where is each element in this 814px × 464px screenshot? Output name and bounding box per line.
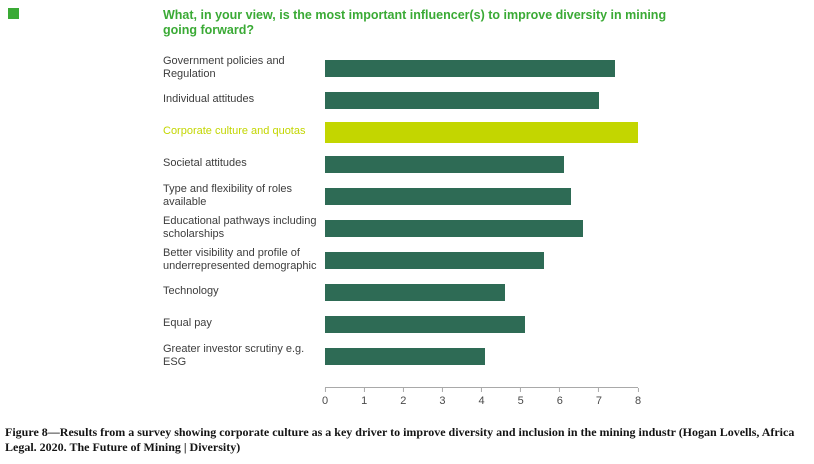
- bar-track: [325, 52, 638, 84]
- chart-row: Better visibility and profile of underre…: [163, 244, 641, 276]
- chart-row: Educational pathways including scholarsh…: [163, 212, 641, 244]
- bar: [325, 155, 564, 173]
- bar-label: Greater investor scrutiny e.g. ESG: [163, 342, 305, 368]
- tick-label: 3: [439, 395, 446, 407]
- tick-label: 4: [478, 395, 485, 407]
- x-axis-tick: 4: [478, 388, 485, 407]
- bar: [325, 187, 572, 205]
- x-axis-tick: 3: [439, 388, 445, 407]
- bar-track: [325, 116, 638, 148]
- tick-mark: [598, 388, 600, 392]
- tick-label: 6: [556, 395, 563, 407]
- bar: [325, 59, 615, 77]
- bar-track: [325, 84, 638, 116]
- x-axis-tick: 1: [361, 388, 367, 407]
- tick-mark: [637, 388, 639, 392]
- tick-label: 1: [361, 395, 368, 407]
- bar-chart: Government policies and Regulation Indivi…: [163, 52, 641, 415]
- bar-label: Corporate culture and quotas: [163, 125, 306, 138]
- chart-row: Equal pay: [163, 308, 641, 340]
- bar-label: Societal attitudes: [163, 157, 247, 170]
- tick-mark: [559, 388, 561, 392]
- figure-caption: Figure 8—Results from a survey showing c…: [5, 425, 795, 454]
- bar-label: Government policies and Regulation: [163, 54, 285, 80]
- chart-row: Individual attitudes: [163, 84, 641, 116]
- corner-square-decoration: [8, 8, 19, 19]
- chart-row: Corporate culture and quotas: [163, 116, 641, 148]
- bar: [325, 219, 584, 237]
- tick-mark: [363, 388, 365, 392]
- tick-label: 8: [634, 395, 642, 407]
- bar-label: Technology: [163, 285, 219, 298]
- tick-mark: [520, 388, 522, 392]
- bar-label: Type and flexibility of roles available: [163, 182, 293, 208]
- tick-mark: [481, 388, 482, 392]
- x-axis: 0 1 2 3 4 5 6 7 8: [322, 387, 641, 415]
- tick-mark: [324, 388, 326, 392]
- bar-label: Equal pay: [163, 317, 212, 330]
- chart-row: Government policies and Regulation: [163, 52, 641, 84]
- tick-mark: [402, 388, 404, 392]
- tick-label: 7: [595, 395, 602, 407]
- bar: [325, 91, 599, 109]
- tick-label: 0: [321, 395, 329, 407]
- x-axis-tick: 5: [518, 388, 524, 407]
- bar-track: [325, 180, 638, 212]
- x-axis-tick: 0: [322, 388, 328, 407]
- bar-label: Individual attitudes: [163, 93, 255, 106]
- bar: [325, 283, 505, 301]
- bar-track: [325, 340, 638, 372]
- x-axis-tick: 8: [635, 388, 641, 407]
- chart-title: What, in your view, is the most importan…: [163, 8, 667, 37]
- x-axis-tick: 2: [400, 388, 406, 407]
- bar: [325, 251, 545, 269]
- tick-label: 2: [400, 395, 407, 407]
- chart-row: Greater investor scrutiny e.g. ESG: [163, 340, 641, 372]
- chart-rows: Government policies and Regulation Indivi…: [163, 52, 641, 372]
- chart-row: Technology: [163, 276, 641, 308]
- chart-row: Type and flexibility of roles available: [163, 180, 641, 212]
- x-axis-tick: 6: [557, 388, 563, 407]
- bar-track: [325, 308, 638, 340]
- x-axis-tick: 7: [596, 388, 602, 407]
- bar: [325, 121, 638, 143]
- bar-track: [325, 148, 638, 180]
- tick-label: 5: [517, 395, 524, 407]
- bar-label: Educational pathways including scholarsh…: [163, 214, 317, 240]
- bar-label: Better visibility and profile of underre…: [163, 246, 317, 272]
- chart-row: Societal attitudes: [163, 148, 641, 180]
- bar: [325, 347, 486, 365]
- bar: [325, 315, 525, 333]
- bar-track: [325, 212, 638, 244]
- bar-track: [325, 276, 638, 308]
- bar-track: [325, 244, 638, 276]
- tick-mark: [441, 388, 443, 392]
